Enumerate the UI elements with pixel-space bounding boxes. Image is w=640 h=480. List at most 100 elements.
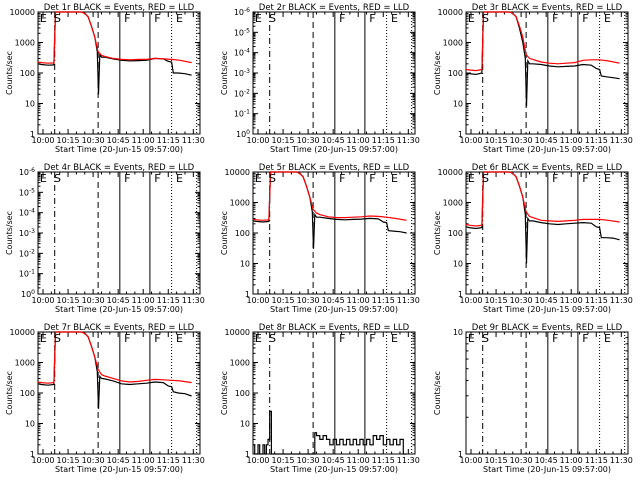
y-tick-label: 10 xyxy=(453,328,463,337)
y-tick-label: 1 xyxy=(458,290,463,299)
chart-title: Det 8r BLACK = Events, RED = LLD xyxy=(259,323,410,333)
x-axis-label: Start Time (20-Jun-15 09:57:00) xyxy=(483,465,611,474)
y-tick-label: 10000 xyxy=(225,168,250,177)
marker-label: E xyxy=(604,172,611,185)
marker-label: E xyxy=(40,332,47,345)
x-axis-label: Start Time (20-Jun-15 09:57:00) xyxy=(270,305,398,314)
marker-label: S xyxy=(269,332,276,345)
x-tick-label: 10:15 xyxy=(57,136,80,145)
panel-4: Det 4r BLACK = Events, RED = LLD 100 10-1 1… xyxy=(5,163,205,314)
x-tick-label: 11:30 xyxy=(397,456,420,465)
chart-title: Det 7r BLACK = Events, RED = LLD xyxy=(44,323,195,333)
x-tick-label: 11:00 xyxy=(347,456,370,465)
marker-label: F xyxy=(339,172,345,185)
x-tick-label: 10:00 xyxy=(246,136,269,145)
x-tick-label: 10:15 xyxy=(485,296,508,305)
y-tick-label: 10-1 xyxy=(19,269,35,279)
lld-rate-line xyxy=(465,171,620,227)
y-tick-label: 1000 xyxy=(230,199,250,208)
x-tick-label: 10:45 xyxy=(322,136,345,145)
x-tick-label: 11:15 xyxy=(157,136,180,145)
x-tick-label: 10:15 xyxy=(57,456,80,465)
y-axis-label: Counts/sec xyxy=(433,51,442,95)
x-tick-label: 11:30 xyxy=(610,136,633,145)
y-tick-label: 1 xyxy=(458,450,463,459)
plot-frame xyxy=(252,331,416,455)
y-tick-label: 1000 xyxy=(15,359,35,368)
y-axis-label: Counts/sec xyxy=(433,211,442,255)
x-tick-label: 10:30 xyxy=(510,296,533,305)
x-axis-label: Start Time (20-Jun-15 09:57:00) xyxy=(270,145,398,154)
y-axis-label: Counts/sec xyxy=(220,51,229,95)
marker-label: S xyxy=(269,172,276,185)
y-axis-label: Counts/sec xyxy=(220,211,229,255)
marker-label: E xyxy=(391,12,398,25)
x-tick-label: 11:00 xyxy=(560,456,583,465)
chart-title: Det 1r BLACK = Events, RED = LLD xyxy=(44,3,195,13)
y-tick-label: 100 xyxy=(235,229,250,238)
y-tick-label: 10-3 xyxy=(19,228,35,238)
marker-label: E xyxy=(468,172,475,185)
lld-rate-line xyxy=(252,171,407,221)
y-tick-label: 1 xyxy=(458,130,463,139)
x-tick-label: 10:00 xyxy=(459,296,482,305)
marker-label: E xyxy=(176,12,183,25)
plot-frame xyxy=(465,11,629,135)
x-tick-label: 11:30 xyxy=(397,296,420,305)
marker-label: E xyxy=(604,12,611,25)
x-axis-label: Start Time (20-Jun-15 09:57:00) xyxy=(55,145,183,154)
panel-3: Det 3r BLACK = Events, RED = LLD 1 10 100 10… xyxy=(433,3,633,154)
chart-title: Det 4r BLACK = Events, RED = LLD xyxy=(44,163,195,173)
x-tick-label: 10:00 xyxy=(31,456,54,465)
x-tick-label: 11:15 xyxy=(585,136,608,145)
x-tick-label: 10:15 xyxy=(272,136,295,145)
y-tick-label: 1000 xyxy=(443,199,463,208)
x-axis-label: Start Time (20-Jun-15 09:57:00) xyxy=(483,145,611,154)
y-tick-label: 1 xyxy=(245,450,250,459)
marker-label: F xyxy=(582,332,588,345)
y-tick-label: 100 xyxy=(20,389,35,398)
marker-label: F xyxy=(124,172,130,185)
x-tick-label: 11:00 xyxy=(132,456,155,465)
x-tick-label: 11:00 xyxy=(132,136,155,145)
y-tick-label: 1 xyxy=(30,130,35,139)
x-tick-label: 10:30 xyxy=(297,296,320,305)
marker-label: F xyxy=(154,172,160,185)
x-tick-label: 11:30 xyxy=(182,136,205,145)
x-tick-label: 10:00 xyxy=(31,136,54,145)
y-axis-label: Counts/sec xyxy=(5,51,14,95)
x-tick-label: 10:45 xyxy=(535,456,558,465)
panel-7: Det 7r BLACK = Events, RED = LLD 1 10 100 10… xyxy=(5,323,205,474)
x-tick-label: 11:15 xyxy=(585,456,608,465)
y-tick-label: 1000 xyxy=(443,39,463,48)
y-tick-label: 100 xyxy=(448,229,463,238)
y-tick-label: 10 xyxy=(240,260,250,269)
panel-6: Det 6r BLACK = Events, RED = LLD 1 10 100 10… xyxy=(433,163,633,314)
x-tick-label: 10:30 xyxy=(82,456,105,465)
x-tick-label: 10:15 xyxy=(485,456,508,465)
y-tick-label: 10-6 xyxy=(234,7,250,17)
chart-title: Det 3r BLACK = Events, RED = LLD xyxy=(472,3,623,13)
marker-label: S xyxy=(54,332,61,345)
x-tick-label: 11:00 xyxy=(347,136,370,145)
y-tick-label: 10 xyxy=(453,100,463,109)
y-tick-label: 10000 xyxy=(438,168,463,177)
x-tick-label: 10:30 xyxy=(510,136,533,145)
marker-label: S xyxy=(482,172,489,185)
marker-label: F xyxy=(369,332,375,345)
x-tick-label: 10:45 xyxy=(535,296,558,305)
marker-label: F xyxy=(339,12,345,25)
marker-label: E xyxy=(255,332,262,345)
y-tick-label: 10 xyxy=(25,100,35,109)
x-tick-label: 10:45 xyxy=(535,136,558,145)
x-tick-label: 10:30 xyxy=(297,136,320,145)
marker-label: E xyxy=(391,172,398,185)
marker-label: E xyxy=(604,332,611,345)
chart-title: Det 5r BLACK = Events, RED = LLD xyxy=(259,163,410,173)
y-tick-label: 1 xyxy=(245,290,250,299)
x-tick-label: 10:45 xyxy=(107,456,130,465)
marker-label: F xyxy=(582,172,588,185)
y-tick-label: 10 xyxy=(453,260,463,269)
chart-title: Det 2r BLACK = Events, RED = LLD xyxy=(259,3,410,13)
